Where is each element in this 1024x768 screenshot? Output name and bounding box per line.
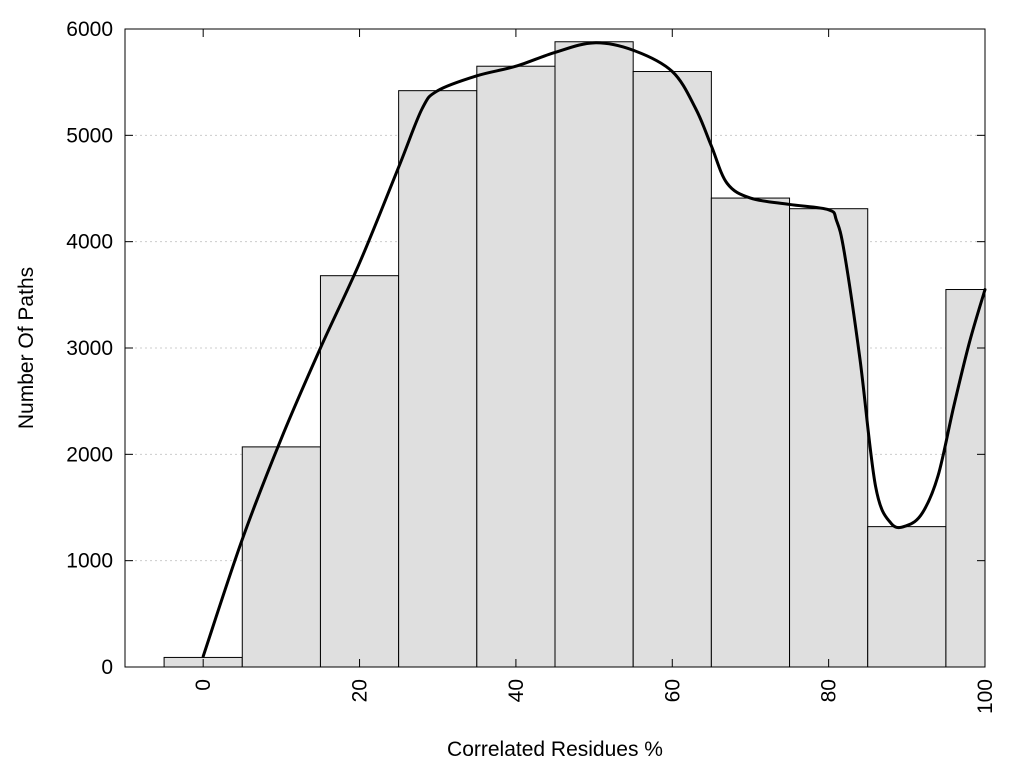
- x-tick-label: 40: [505, 679, 528, 702]
- histogram-bar: [398, 90, 478, 668]
- x-tick-label: 60: [661, 679, 684, 702]
- histogram-bar: [241, 446, 321, 668]
- y-tick-label: 2000: [66, 443, 113, 466]
- x-tick-label: 0: [192, 679, 215, 691]
- y-tick-label: 3000: [66, 337, 113, 360]
- histogram-bar: [945, 289, 986, 668]
- y-axis-title: Number Of Paths: [15, 267, 38, 429]
- histogram-bar: [632, 71, 712, 668]
- x-axis-ticks: 0 20 40 60 80 100: [192, 29, 997, 714]
- x-axis-title: Correlated Residues %: [447, 738, 663, 761]
- y-axis-ticks: 0 1000 2000 3000 4000 5000 6000: [66, 18, 985, 679]
- y-tick-label: 4000: [66, 231, 113, 254]
- y-tick-label: 6000: [66, 18, 113, 41]
- histogram-bar: [867, 526, 947, 668]
- x-tick-label: 20: [349, 679, 372, 702]
- histogram-bar: [476, 65, 556, 668]
- histogram-bars: [163, 41, 986, 668]
- y-tick-label: 0: [101, 656, 113, 679]
- histogram-bar: [710, 197, 791, 668]
- histogram-bar: [554, 41, 634, 668]
- y-tick-label: 5000: [66, 124, 113, 147]
- histogram-bar: [319, 275, 400, 668]
- density-curve: [201, 41, 987, 658]
- x-tick-label: 80: [818, 679, 841, 702]
- y-tick-label: 1000: [66, 550, 113, 573]
- x-tick-label: 100: [974, 679, 997, 714]
- histogram-bar: [789, 208, 869, 668]
